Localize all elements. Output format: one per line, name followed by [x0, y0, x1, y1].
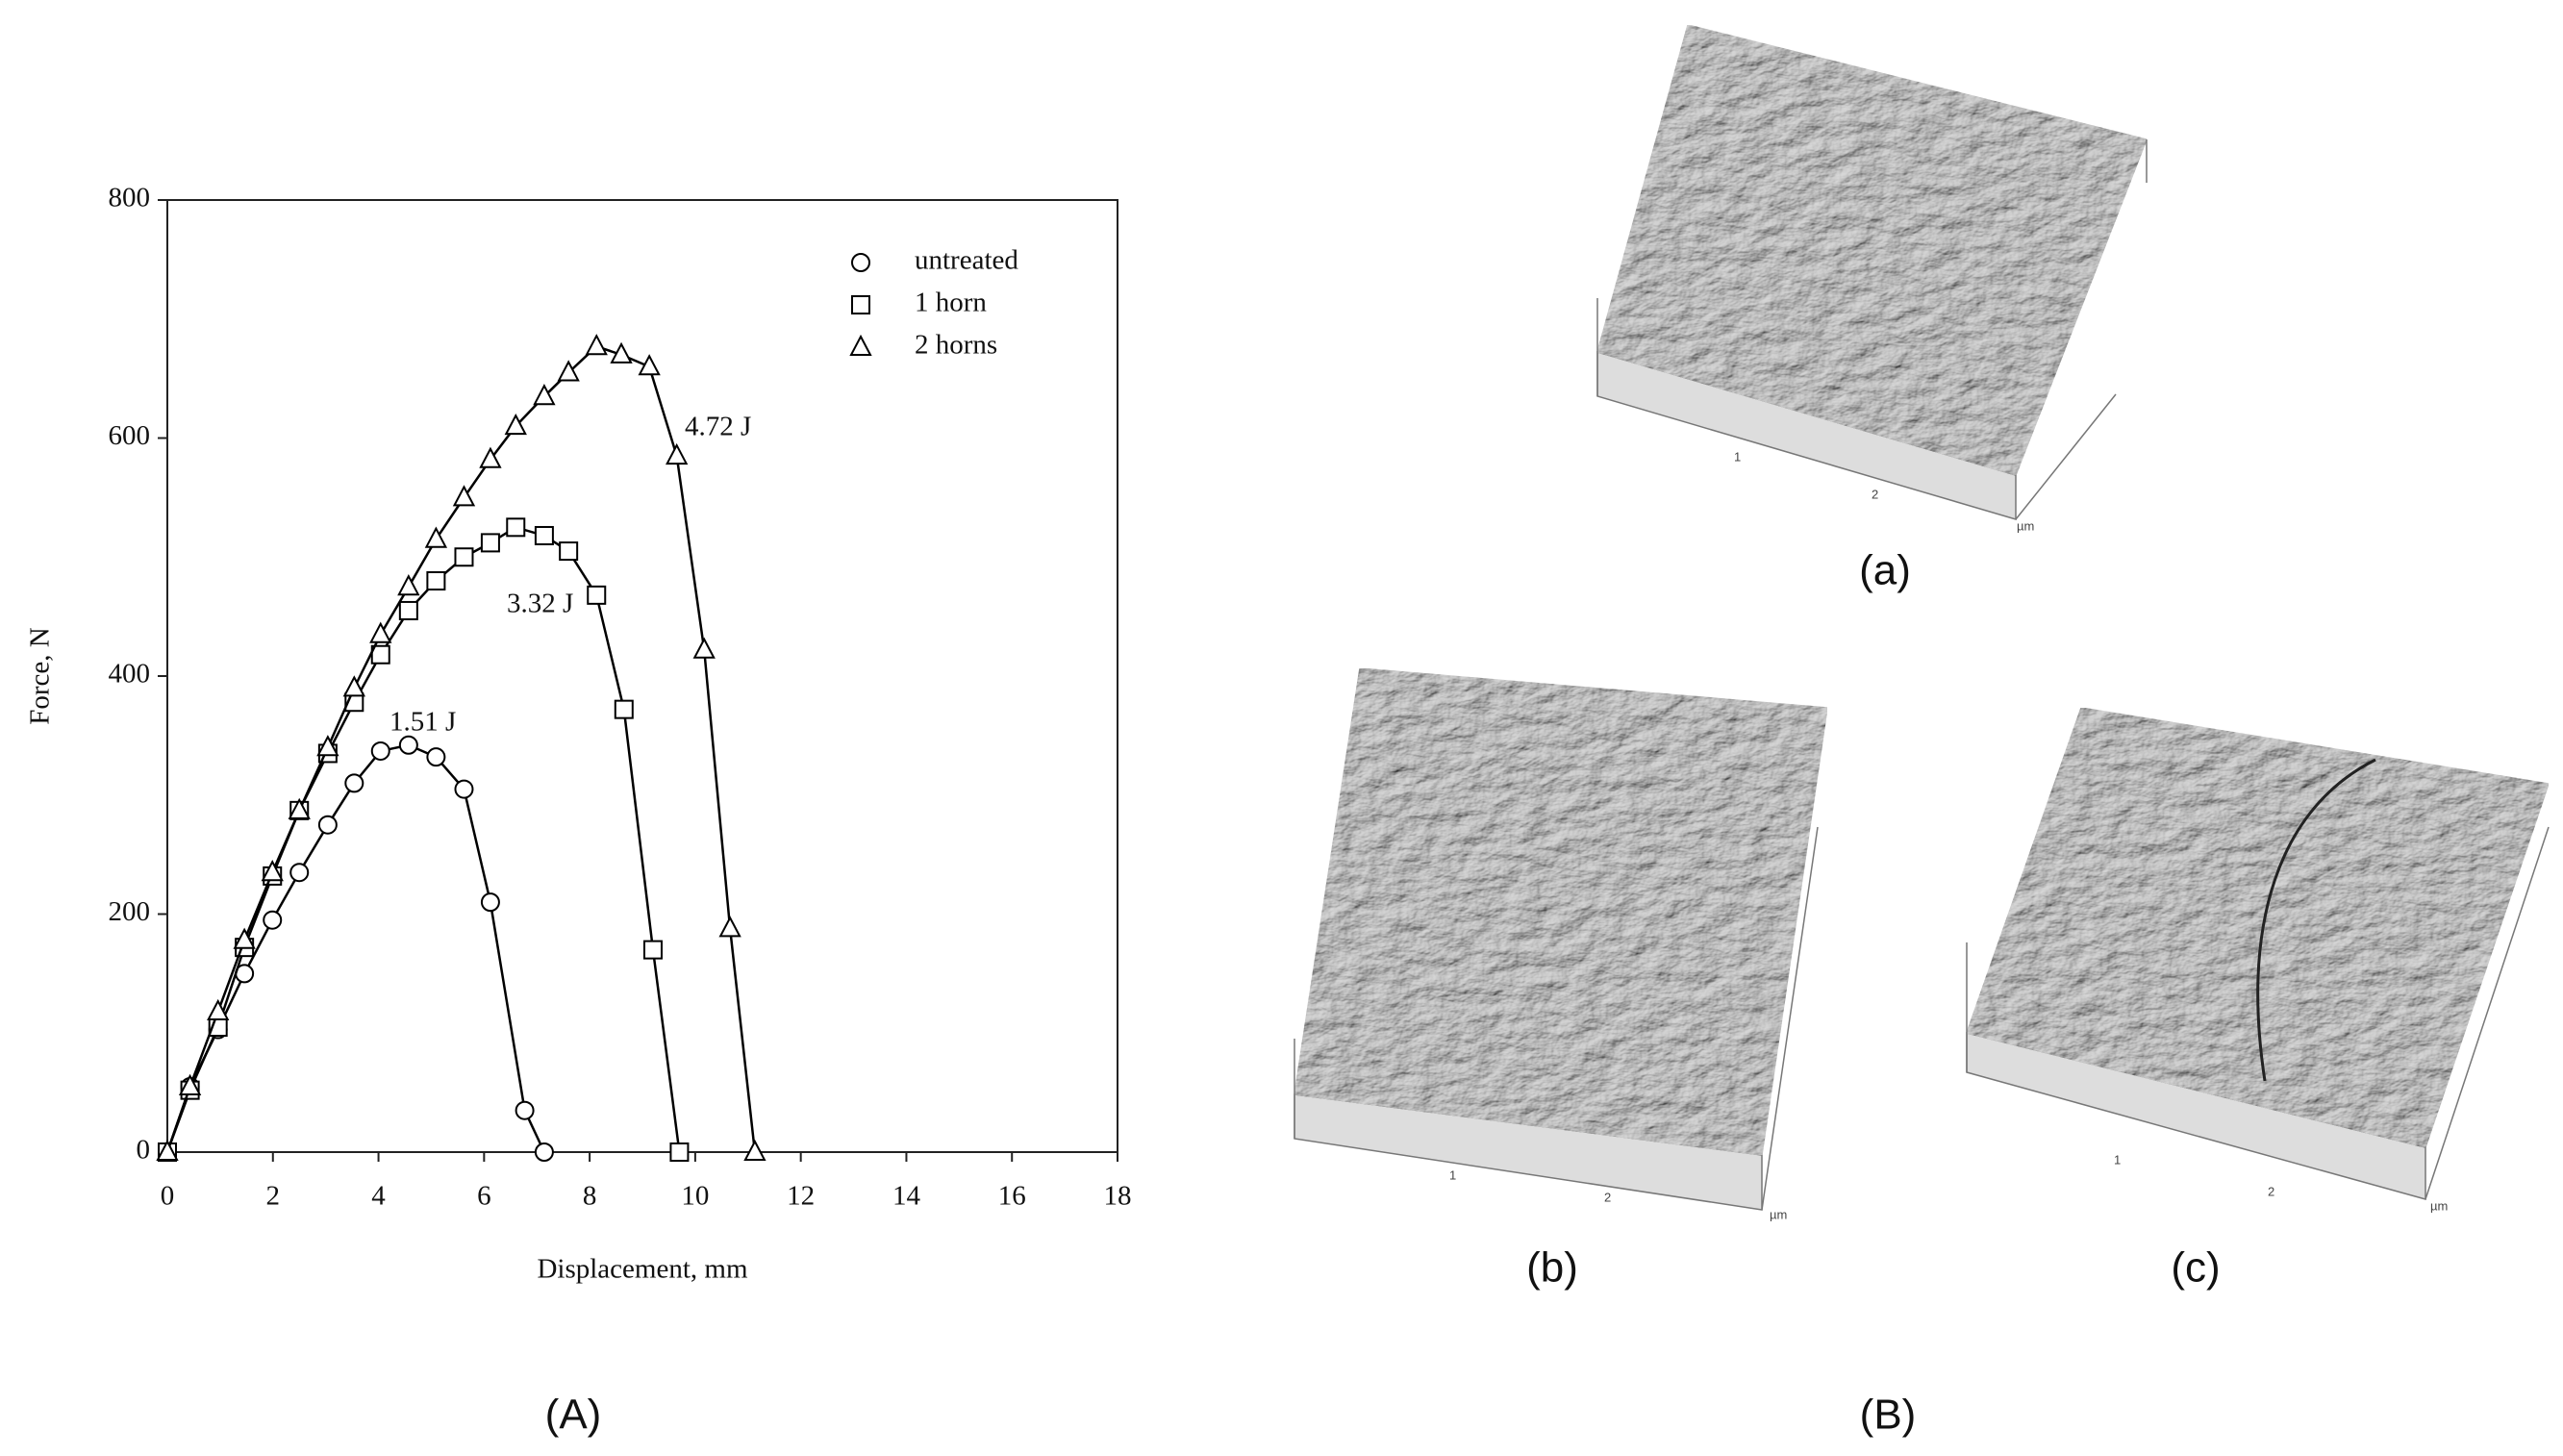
legend-marker [849, 334, 872, 356]
panel-label: (B) [1860, 1392, 1917, 1439]
data-point [454, 547, 474, 567]
data-point [342, 675, 365, 697]
data-point [452, 485, 476, 507]
data-point [316, 735, 339, 757]
afm-axis-label: µm [2017, 518, 2034, 533]
data-point [261, 860, 284, 882]
data-point [426, 747, 446, 767]
afm-axis-label: 2 [1872, 487, 1878, 501]
legend-label: 2 horns [915, 330, 997, 361]
data-point [398, 735, 418, 755]
y-axis-title: Force, N [25, 627, 56, 725]
data-point [398, 600, 418, 620]
afm-image-b [1294, 667, 1828, 1211]
legend-label: 1 horn [915, 288, 987, 318]
afm-image-c [1966, 707, 2550, 1200]
data-point [534, 1142, 554, 1162]
data-point [506, 517, 526, 538]
x-axis-title: Displacement, mm [537, 1254, 748, 1285]
panel-label: (A) [545, 1392, 602, 1439]
data-point [263, 910, 283, 930]
data-point [454, 779, 474, 799]
y-tick-label: 800 [109, 183, 151, 213]
data-point [534, 525, 554, 545]
x-tick-label: 6 [477, 1181, 491, 1212]
data-point [638, 354, 661, 376]
series-line [165, 525, 681, 1153]
data-point [233, 927, 256, 949]
annotation: 1.51 J [389, 707, 456, 738]
data-point [669, 1142, 690, 1162]
annotation: 3.32 J [507, 589, 573, 619]
legend-marker [851, 295, 870, 314]
data-point [585, 334, 608, 356]
x-tick-label: 12 [787, 1181, 815, 1212]
panel-label: (b) [1526, 1244, 1578, 1292]
legend-marker [851, 253, 870, 272]
annotation: 4.72 J [685, 412, 751, 442]
y-tick-label: 200 [109, 896, 151, 927]
data-point [397, 574, 420, 596]
data-point [426, 571, 446, 590]
afm-image-a [1596, 24, 2148, 521]
data-point [370, 741, 390, 761]
data-point [666, 442, 689, 465]
data-point [317, 815, 338, 835]
data-point [557, 360, 580, 382]
data-point [424, 526, 448, 548]
data-point [692, 637, 716, 659]
data-point [178, 1073, 202, 1095]
y-tick-label: 400 [109, 659, 151, 690]
data-point [479, 446, 502, 468]
data-point [642, 940, 663, 960]
data-point [344, 773, 364, 793]
afm-axis-label: 1 [1449, 1167, 1456, 1182]
afm-axis-label: µm [2430, 1198, 2448, 1213]
data-point [610, 341, 633, 364]
afm-axis-label: 2 [1604, 1190, 1611, 1204]
chart-panel: 0 2 4 6 8 10 12 14 16 18 0 200 400 600 800 Displacement… [25, 183, 1132, 1285]
afm-axis-label: 1 [1734, 449, 1741, 464]
afm-axis-label: µm [1770, 1207, 1787, 1221]
data-point [369, 621, 392, 643]
data-point [480, 533, 500, 553]
data-point [288, 797, 311, 819]
series-line [165, 344, 757, 1153]
y-tick-label: 0 [137, 1135, 151, 1166]
data-point [587, 585, 607, 605]
x-tick-label: 10 [681, 1181, 709, 1212]
data-point [480, 892, 500, 913]
data-point [559, 541, 579, 562]
x-tick-label: 2 [266, 1181, 281, 1212]
x-tick-label: 4 [371, 1181, 386, 1212]
data-point [207, 998, 230, 1020]
x-tick-label: 0 [161, 1181, 175, 1212]
data-point [614, 699, 634, 719]
y-tick-label: 600 [109, 420, 151, 451]
data-point [718, 916, 741, 938]
panel-label: (c) [2171, 1244, 2220, 1292]
x-tick-label: 16 [998, 1181, 1026, 1212]
x-tick-label: 14 [892, 1181, 921, 1212]
data-point [289, 863, 310, 883]
afm-axis-label: 2 [2268, 1184, 2274, 1198]
data-point [743, 1139, 766, 1161]
x-tick-label: 18 [1104, 1181, 1132, 1212]
afm-axis-label: 1 [2114, 1152, 2121, 1167]
data-point [504, 413, 527, 436]
data-point [515, 1100, 535, 1120]
x-tick-label: 8 [583, 1181, 597, 1212]
data-point [156, 1139, 179, 1161]
series-line [165, 743, 546, 1153]
panel-label: (a) [1859, 547, 1911, 594]
legend-label: untreated [915, 245, 1018, 276]
data-point [533, 384, 556, 406]
